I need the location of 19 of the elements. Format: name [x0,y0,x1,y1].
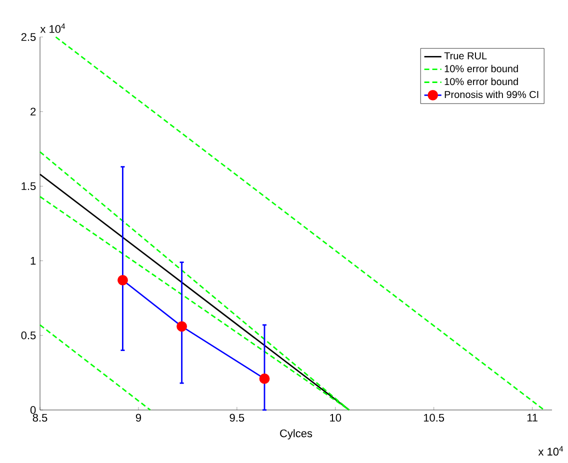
y-tick-label: 1 [30,257,36,265]
legend-label: 10% error bound [444,78,518,86]
x-tick-label: 11 [527,414,538,422]
legend-label: Pronosis with 99% CI [444,90,538,98]
y-tick-label: 2 [30,108,36,116]
text: x 10$^{4}$ [40,24,66,33]
x-tick-label: 8.5 [32,414,48,422]
y-tick-label: 0.5 [21,332,36,340]
legend-label: True RUL [444,52,487,60]
x-tick-label: 10.5 [424,414,444,422]
x-axis-title: Cylces [280,429,312,440]
y-tick-label: 0 [30,406,36,414]
x-tick-label: 9 [136,414,142,422]
y-tick-label: 2.5 [21,33,36,41]
y-tick-label: 1.5 [22,182,36,190]
text: x 10$^{4}$ [538,446,564,456]
legend-label: 10% error bound [444,64,518,72]
x-tick-label: 9.5 [230,414,244,422]
x-tick-label: 10 [330,414,342,422]
